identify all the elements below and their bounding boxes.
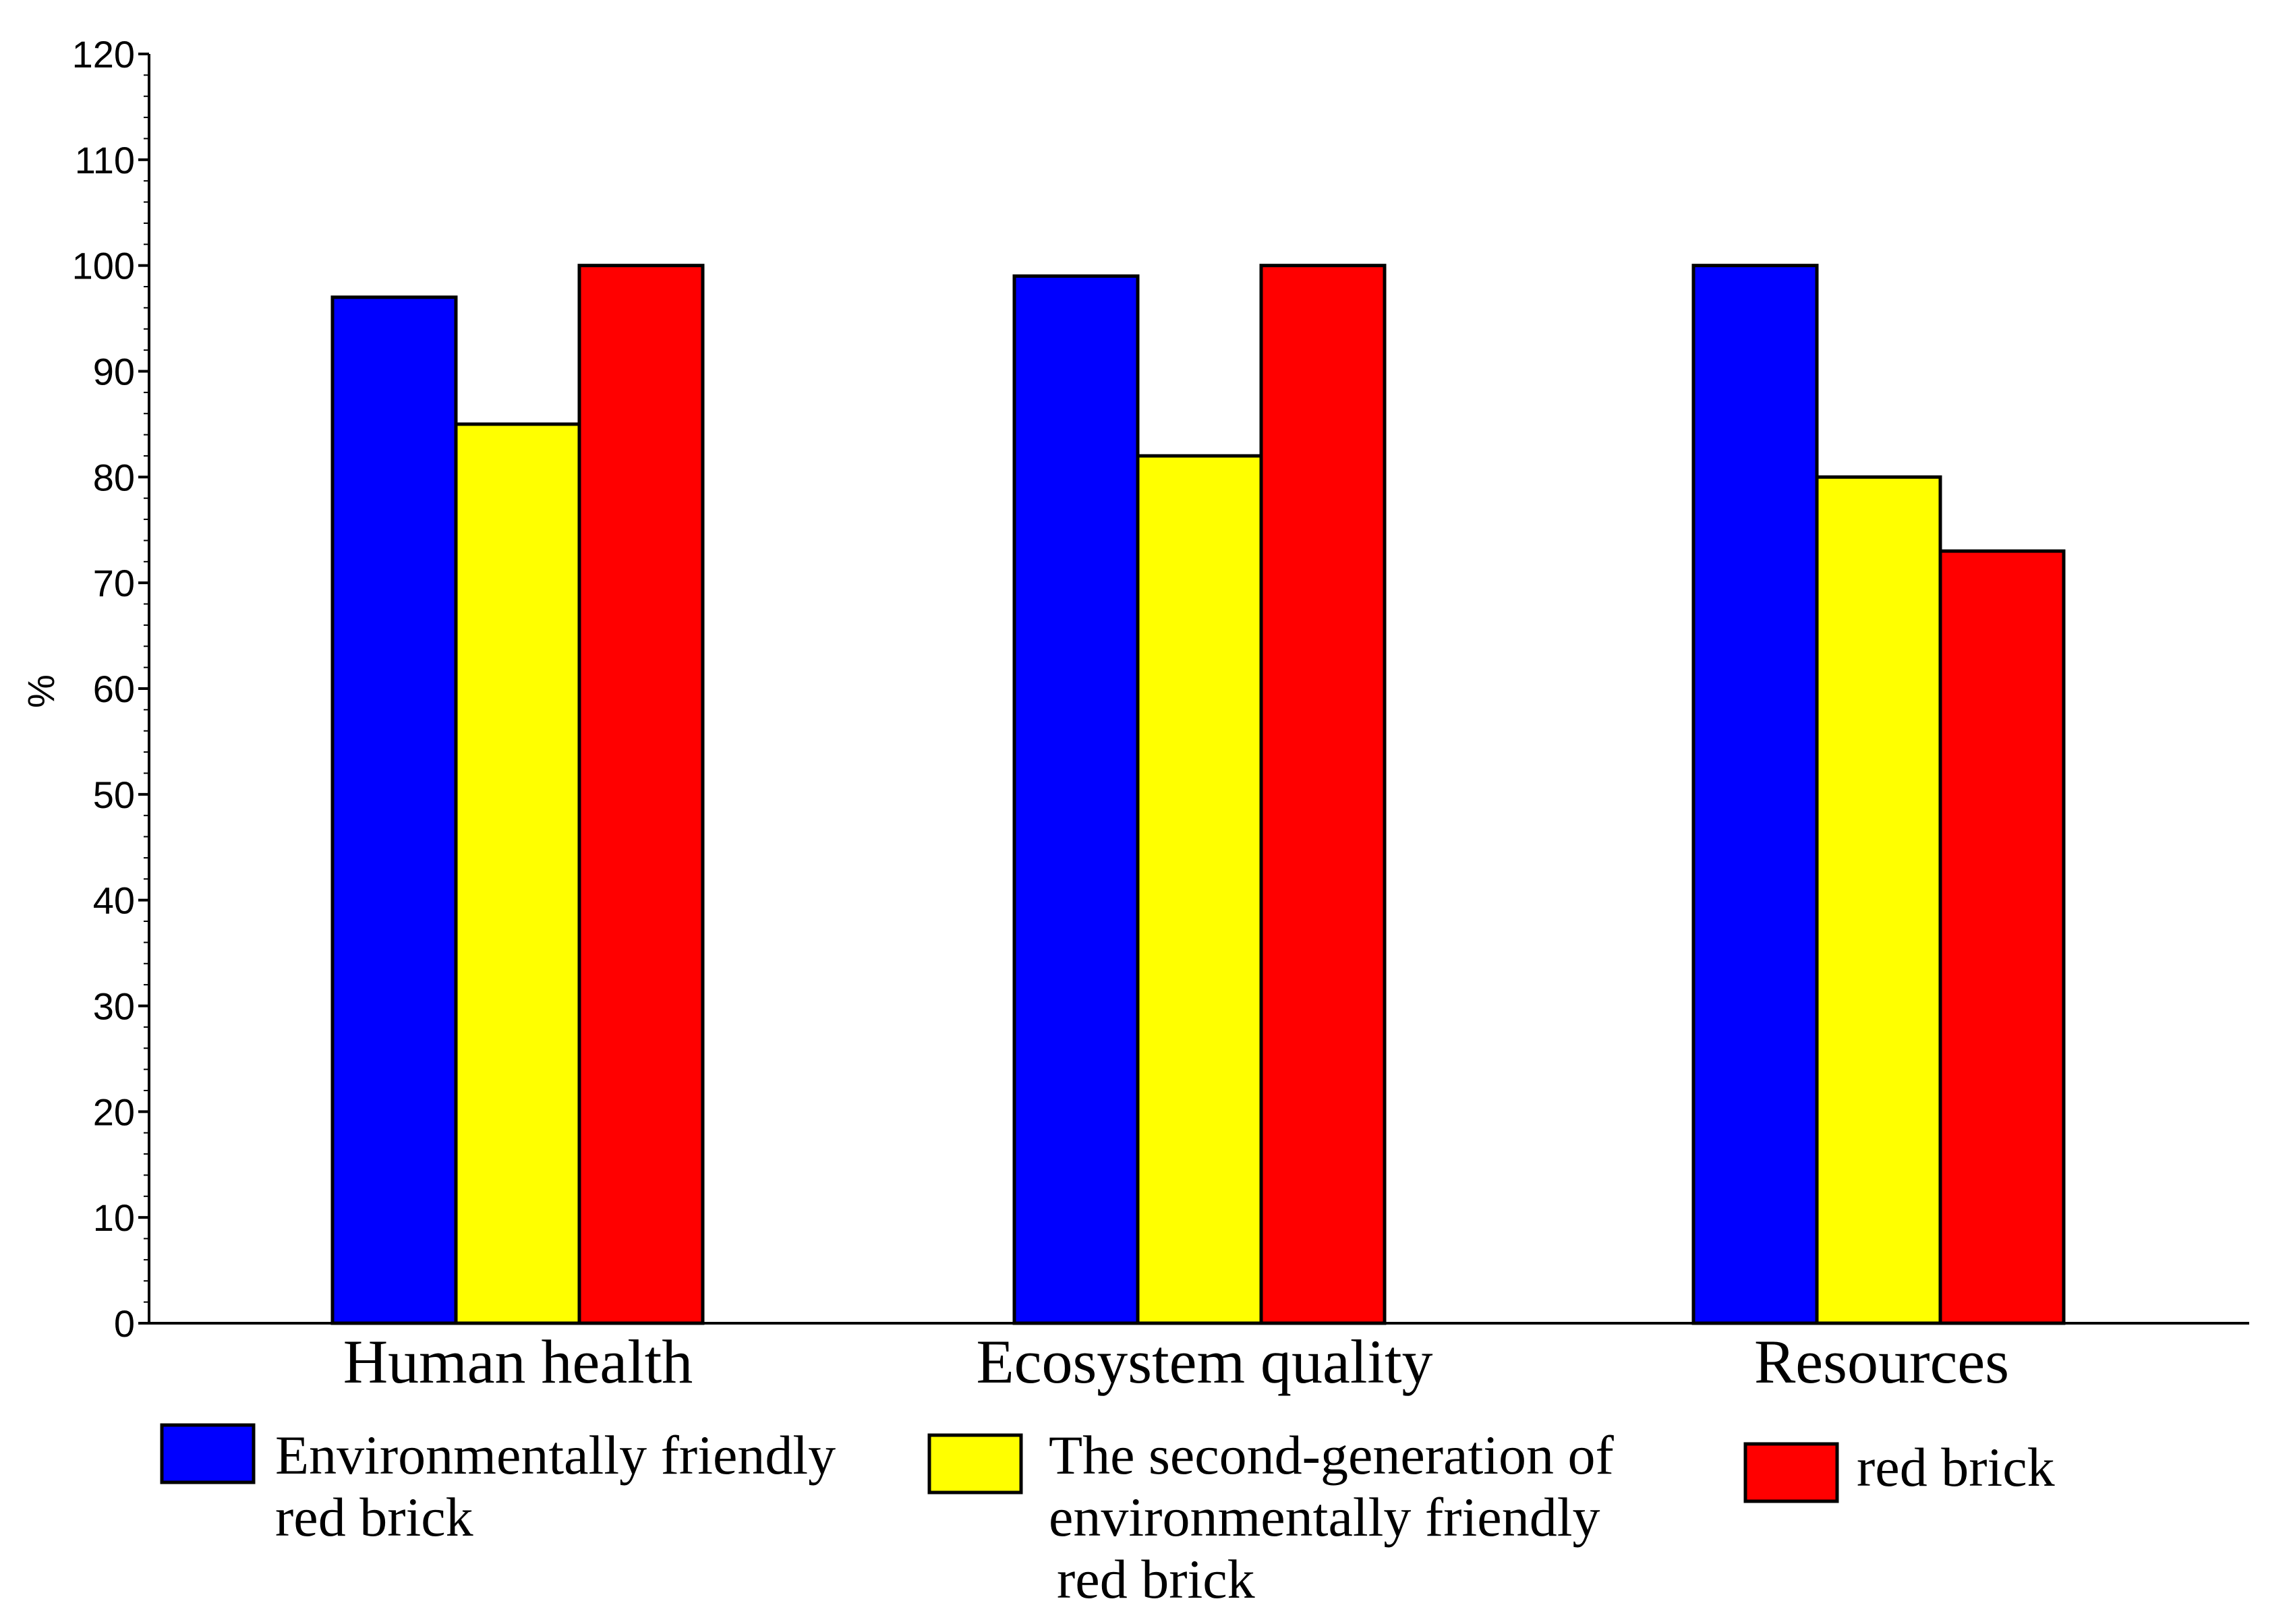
y-tick-label: 40	[93, 879, 135, 922]
y-tick-label: 10	[93, 1196, 135, 1239]
y-tick-label: 80	[93, 456, 135, 498]
bar-resources-series-2	[1815, 475, 1942, 1325]
legend-swatch	[1743, 1442, 1839, 1503]
legend-label: The second-generation of	[1049, 1424, 1615, 1486]
bar-human-health-series-3	[577, 264, 705, 1325]
y-tick-label: 70	[93, 562, 135, 604]
y-tick-label: 20	[93, 1091, 135, 1133]
legend-label: red brick	[1857, 1437, 2055, 1498]
legend-label: Environmentally friendly	[275, 1424, 836, 1486]
y-tick-label: 120	[72, 33, 135, 76]
legend-label: environmentally friendly	[1049, 1486, 1600, 1548]
category-label: Ecosystem quality	[976, 1327, 1432, 1396]
bar-ecosystem-quality-series-3	[1259, 264, 1387, 1325]
legend-label: red brick	[275, 1486, 473, 1548]
bar-human-health-series-2	[454, 422, 581, 1325]
bar-resources-series-3	[1938, 549, 2066, 1325]
y-tick-label: 100	[72, 245, 135, 287]
bar-human-health-series-1	[330, 295, 458, 1325]
y-tick-label: 0	[114, 1302, 135, 1345]
legend-swatch	[927, 1433, 1023, 1495]
bar-resources-series-1	[1691, 264, 1819, 1325]
y-axis-label: %	[20, 674, 62, 708]
y-tick-label: 50	[93, 774, 135, 816]
y-tick-label: 30	[93, 985, 135, 1028]
legend-swatch	[160, 1423, 256, 1484]
legend-label: red brick	[1057, 1548, 1255, 1610]
bar-ecosystem-quality-series-2	[1136, 454, 1263, 1325]
bars	[330, 264, 2066, 1325]
category-label: Resources	[1754, 1327, 2009, 1396]
y-axis-ticks: 0 10 20 30 40 50 60 70 80 90 100 110 120	[72, 33, 149, 1345]
y-tick-label: 90	[93, 351, 135, 393]
y-tick-label: 60	[93, 668, 135, 710]
category-label: Human health	[343, 1327, 693, 1396]
bar-ecosystem-quality-series-1	[1012, 274, 1140, 1325]
category-labels: Human health Ecosystem quality Resources	[343, 1327, 2009, 1396]
y-tick-label: 110	[75, 139, 135, 181]
